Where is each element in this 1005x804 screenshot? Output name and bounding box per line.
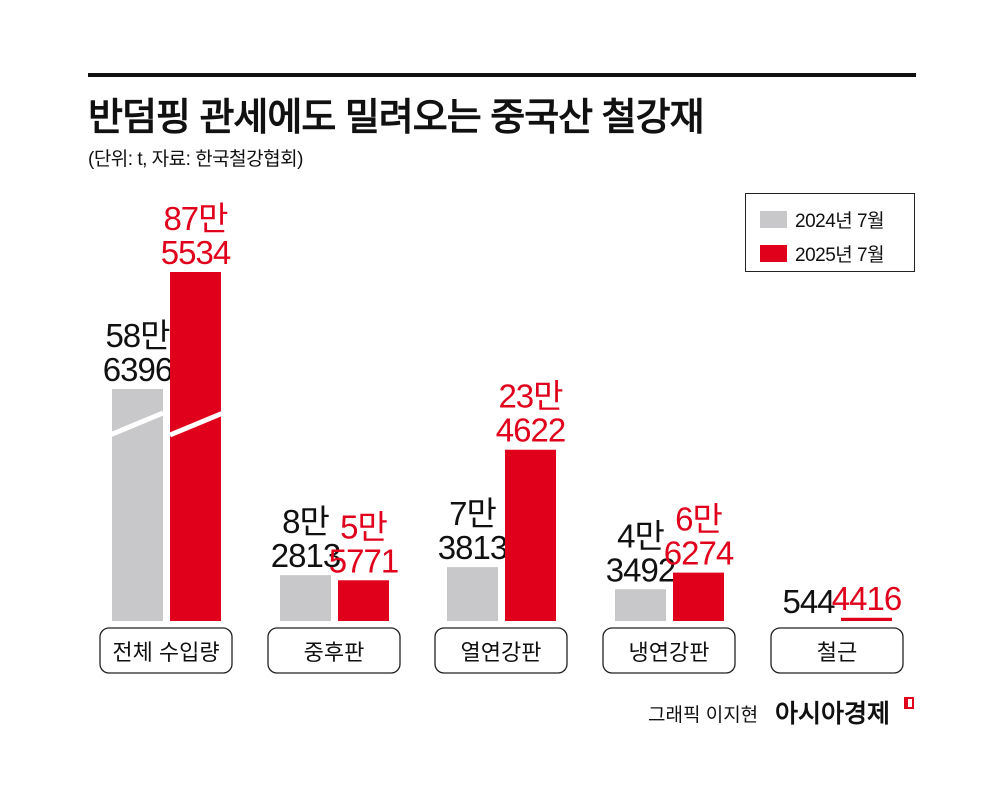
data-label: 58만	[105, 317, 170, 354]
brand-mark-icon	[904, 697, 914, 709]
data-label: 23만	[498, 378, 563, 415]
category-label-box	[99, 627, 233, 674]
bar	[447, 567, 498, 621]
data-label: 87만	[163, 200, 228, 237]
legend-item-2025: 2025년 7월	[760, 240, 885, 267]
bar	[505, 449, 556, 621]
legend: 2024년 7월 2025년 7월	[745, 193, 915, 272]
data-label: 8만	[282, 503, 329, 540]
data-label: 7만	[449, 495, 496, 532]
bar	[112, 389, 163, 621]
data-label: 5534	[161, 234, 231, 271]
data-label: 2813	[271, 537, 340, 574]
data-label: 4416	[832, 580, 901, 617]
chart-subtitle: (단위: t, 자료: 한국철강협회)	[88, 149, 303, 170]
legend-swatch-2024	[760, 211, 787, 228]
data-label: 5771	[329, 542, 398, 579]
category-label-box	[434, 627, 568, 674]
graphic-credit: 그래픽 이지현	[648, 705, 759, 726]
category-label-box	[602, 627, 736, 674]
axis-break-mark	[109, 410, 224, 438]
data-label: 544	[782, 583, 835, 620]
data-label: 4만	[617, 517, 664, 554]
data-label: 5만	[340, 508, 387, 545]
bar	[841, 617, 892, 621]
bar	[673, 572, 724, 621]
brand-logo: 아시아경제	[775, 700, 891, 728]
data-label: 6만	[675, 501, 722, 538]
chart-title: 반덤핑 관세에도 밀려오는 중국산 철강재	[88, 97, 705, 139]
data-label: 3813	[438, 529, 507, 566]
data-label: 6274	[664, 535, 734, 572]
category-label: 냉연강판	[629, 640, 710, 665]
legend-label: 2025년 7월	[795, 245, 885, 266]
legend-swatch-2025	[760, 245, 787, 262]
bar	[170, 272, 221, 621]
category-label-box	[267, 627, 401, 674]
category-label: 중후판	[304, 640, 365, 665]
data-label: 4622	[496, 412, 565, 449]
category-label-box	[770, 627, 904, 674]
data-label: 3492	[606, 551, 675, 588]
bar	[280, 575, 331, 621]
legend-item-2024: 2024년 7월	[760, 206, 885, 233]
data-label: 6396	[103, 351, 172, 388]
legend-label: 2024년 7월	[795, 211, 885, 232]
category-label: 전체 수입량	[112, 640, 219, 665]
top-rule	[88, 73, 916, 77]
bar	[338, 580, 389, 621]
bar	[615, 589, 666, 621]
category-label: 철근	[817, 640, 857, 665]
category-label: 열연강판	[461, 640, 542, 665]
